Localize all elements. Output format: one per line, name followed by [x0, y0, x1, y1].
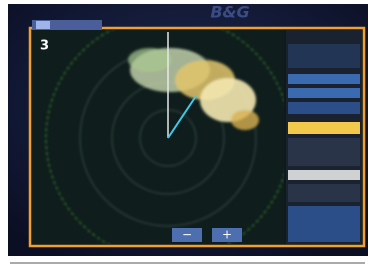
- zoom-in-label[interactable]: +: [222, 228, 232, 242]
- screen-photo: B&G 3 − +: [0, 0, 375, 273]
- zoom-out-label[interactable]: −: [182, 228, 192, 242]
- tab: [36, 21, 50, 29]
- brand-logo: B&G: [210, 3, 249, 22]
- range-value: 3: [40, 39, 49, 54]
- radar-view: [32, 16, 290, 260]
- info-panel: [286, 30, 362, 244]
- page: {"header": {"brand": "B&G"}, "radar": {"…: [0, 0, 375, 273]
